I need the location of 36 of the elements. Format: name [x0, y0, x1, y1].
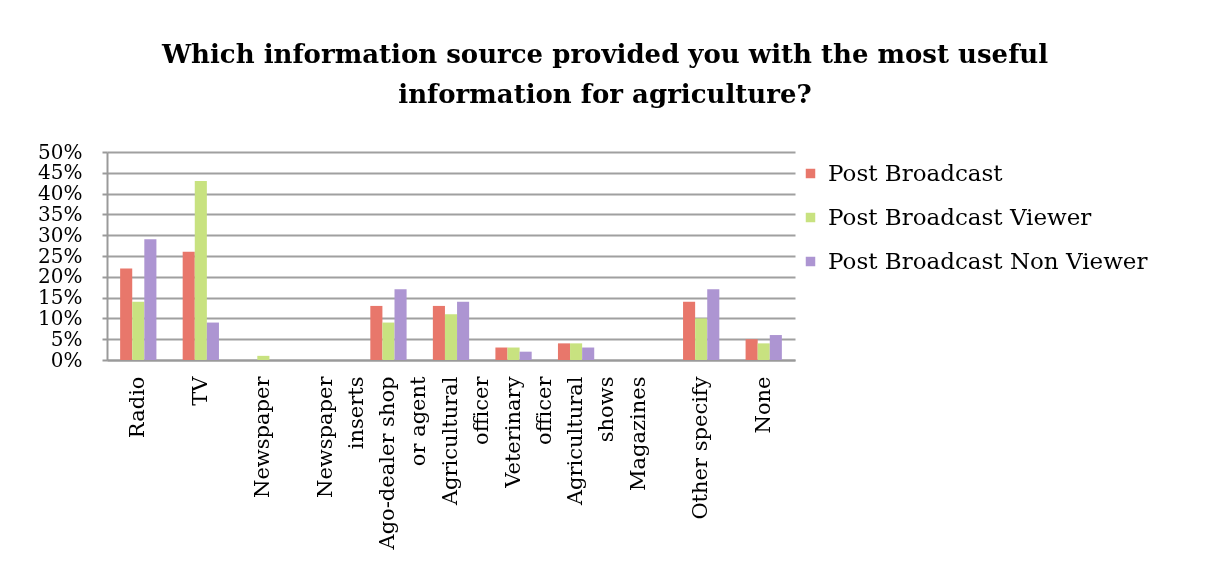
bar: [444, 314, 458, 360]
bar: [182, 251, 195, 360]
bar: [519, 351, 532, 360]
legend-label: Post Broadcast: [828, 159, 1004, 186]
bar: [570, 343, 583, 360]
bar: [757, 343, 770, 360]
bar: [144, 239, 157, 360]
bar: [120, 268, 133, 360]
bar: [495, 347, 508, 360]
x-tick-label: Newspaper: [250, 375, 275, 498]
x-tick-label: Other specify: [688, 376, 713, 520]
x-tick-label: None: [750, 376, 775, 434]
bar: [382, 322, 395, 360]
bar: [582, 347, 595, 360]
bar: [132, 301, 145, 360]
x-tick-label: Radio: [125, 376, 150, 439]
bar: [745, 339, 758, 360]
bar: [695, 318, 708, 360]
x-tick-label: Magazines: [625, 376, 650, 491]
bar: [394, 289, 407, 360]
chart-title: Which information source provided you with the most useful information for agriculture?: [160, 39, 1049, 109]
bar: [457, 301, 470, 360]
bar: [769, 335, 782, 360]
bar: [683, 301, 696, 360]
x-tick-label: Newspaper inserts: [312, 375, 368, 498]
x-tick-label: TV: [187, 375, 212, 406]
bar: [257, 355, 270, 360]
legend-label: Post Broadcast Viewer: [828, 203, 1092, 230]
bar: [507, 347, 520, 360]
bar: [194, 181, 207, 360]
bar: [206, 322, 219, 360]
bar: [557, 343, 571, 360]
bar: [707, 289, 720, 360]
legend-label: Post Broadcast Non Viewer: [828, 247, 1148, 274]
bar: [370, 305, 383, 360]
bar: [432, 305, 445, 360]
